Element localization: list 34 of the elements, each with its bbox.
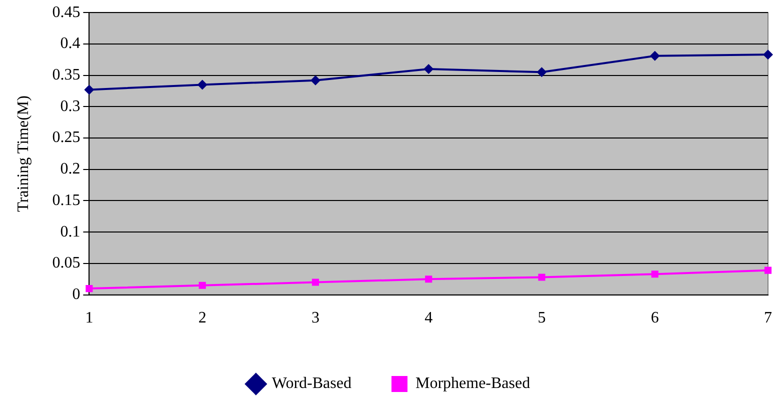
point <box>312 278 319 286</box>
x-tick-label: 7 <box>764 310 772 327</box>
point <box>650 50 660 61</box>
y-tick-label: 0 <box>72 286 80 304</box>
point <box>536 67 547 78</box>
y-tick-label: 0.4 <box>60 35 80 52</box>
x-tick-label: 6 <box>650 310 659 327</box>
point <box>310 75 320 86</box>
point <box>424 64 434 74</box>
y-tick-label: 0.35 <box>52 66 80 84</box>
legend-label: Word-Based <box>272 375 352 392</box>
point <box>86 284 93 292</box>
point <box>763 50 773 60</box>
x-tick-label: 1 <box>85 310 94 327</box>
point <box>764 266 772 274</box>
point <box>651 270 658 278</box>
x-tick-label: 2 <box>198 310 206 327</box>
point <box>197 80 208 90</box>
y-tick-label: 0.1 <box>60 223 80 240</box>
x-tick-label: 5 <box>538 310 546 327</box>
y-tick-label: 0.3 <box>60 98 80 115</box>
point <box>425 276 432 283</box>
x-tick-label: 3 <box>311 310 320 327</box>
point <box>84 84 94 95</box>
x-tick-label: 4 <box>424 310 433 327</box>
point <box>198 282 206 289</box>
y-tick-label: 0.05 <box>52 254 80 272</box>
y-tick-label: 0.45 <box>52 4 80 21</box>
y-tick-label: 0.2 <box>60 160 80 178</box>
y-axis-title: Training Time(M) <box>14 96 32 212</box>
legend-label: Morpheme-Based <box>415 375 530 392</box>
y-tick-label: 0.25 <box>52 129 80 146</box>
y-tick-label: 0.15 <box>52 192 80 209</box>
point <box>538 274 546 281</box>
